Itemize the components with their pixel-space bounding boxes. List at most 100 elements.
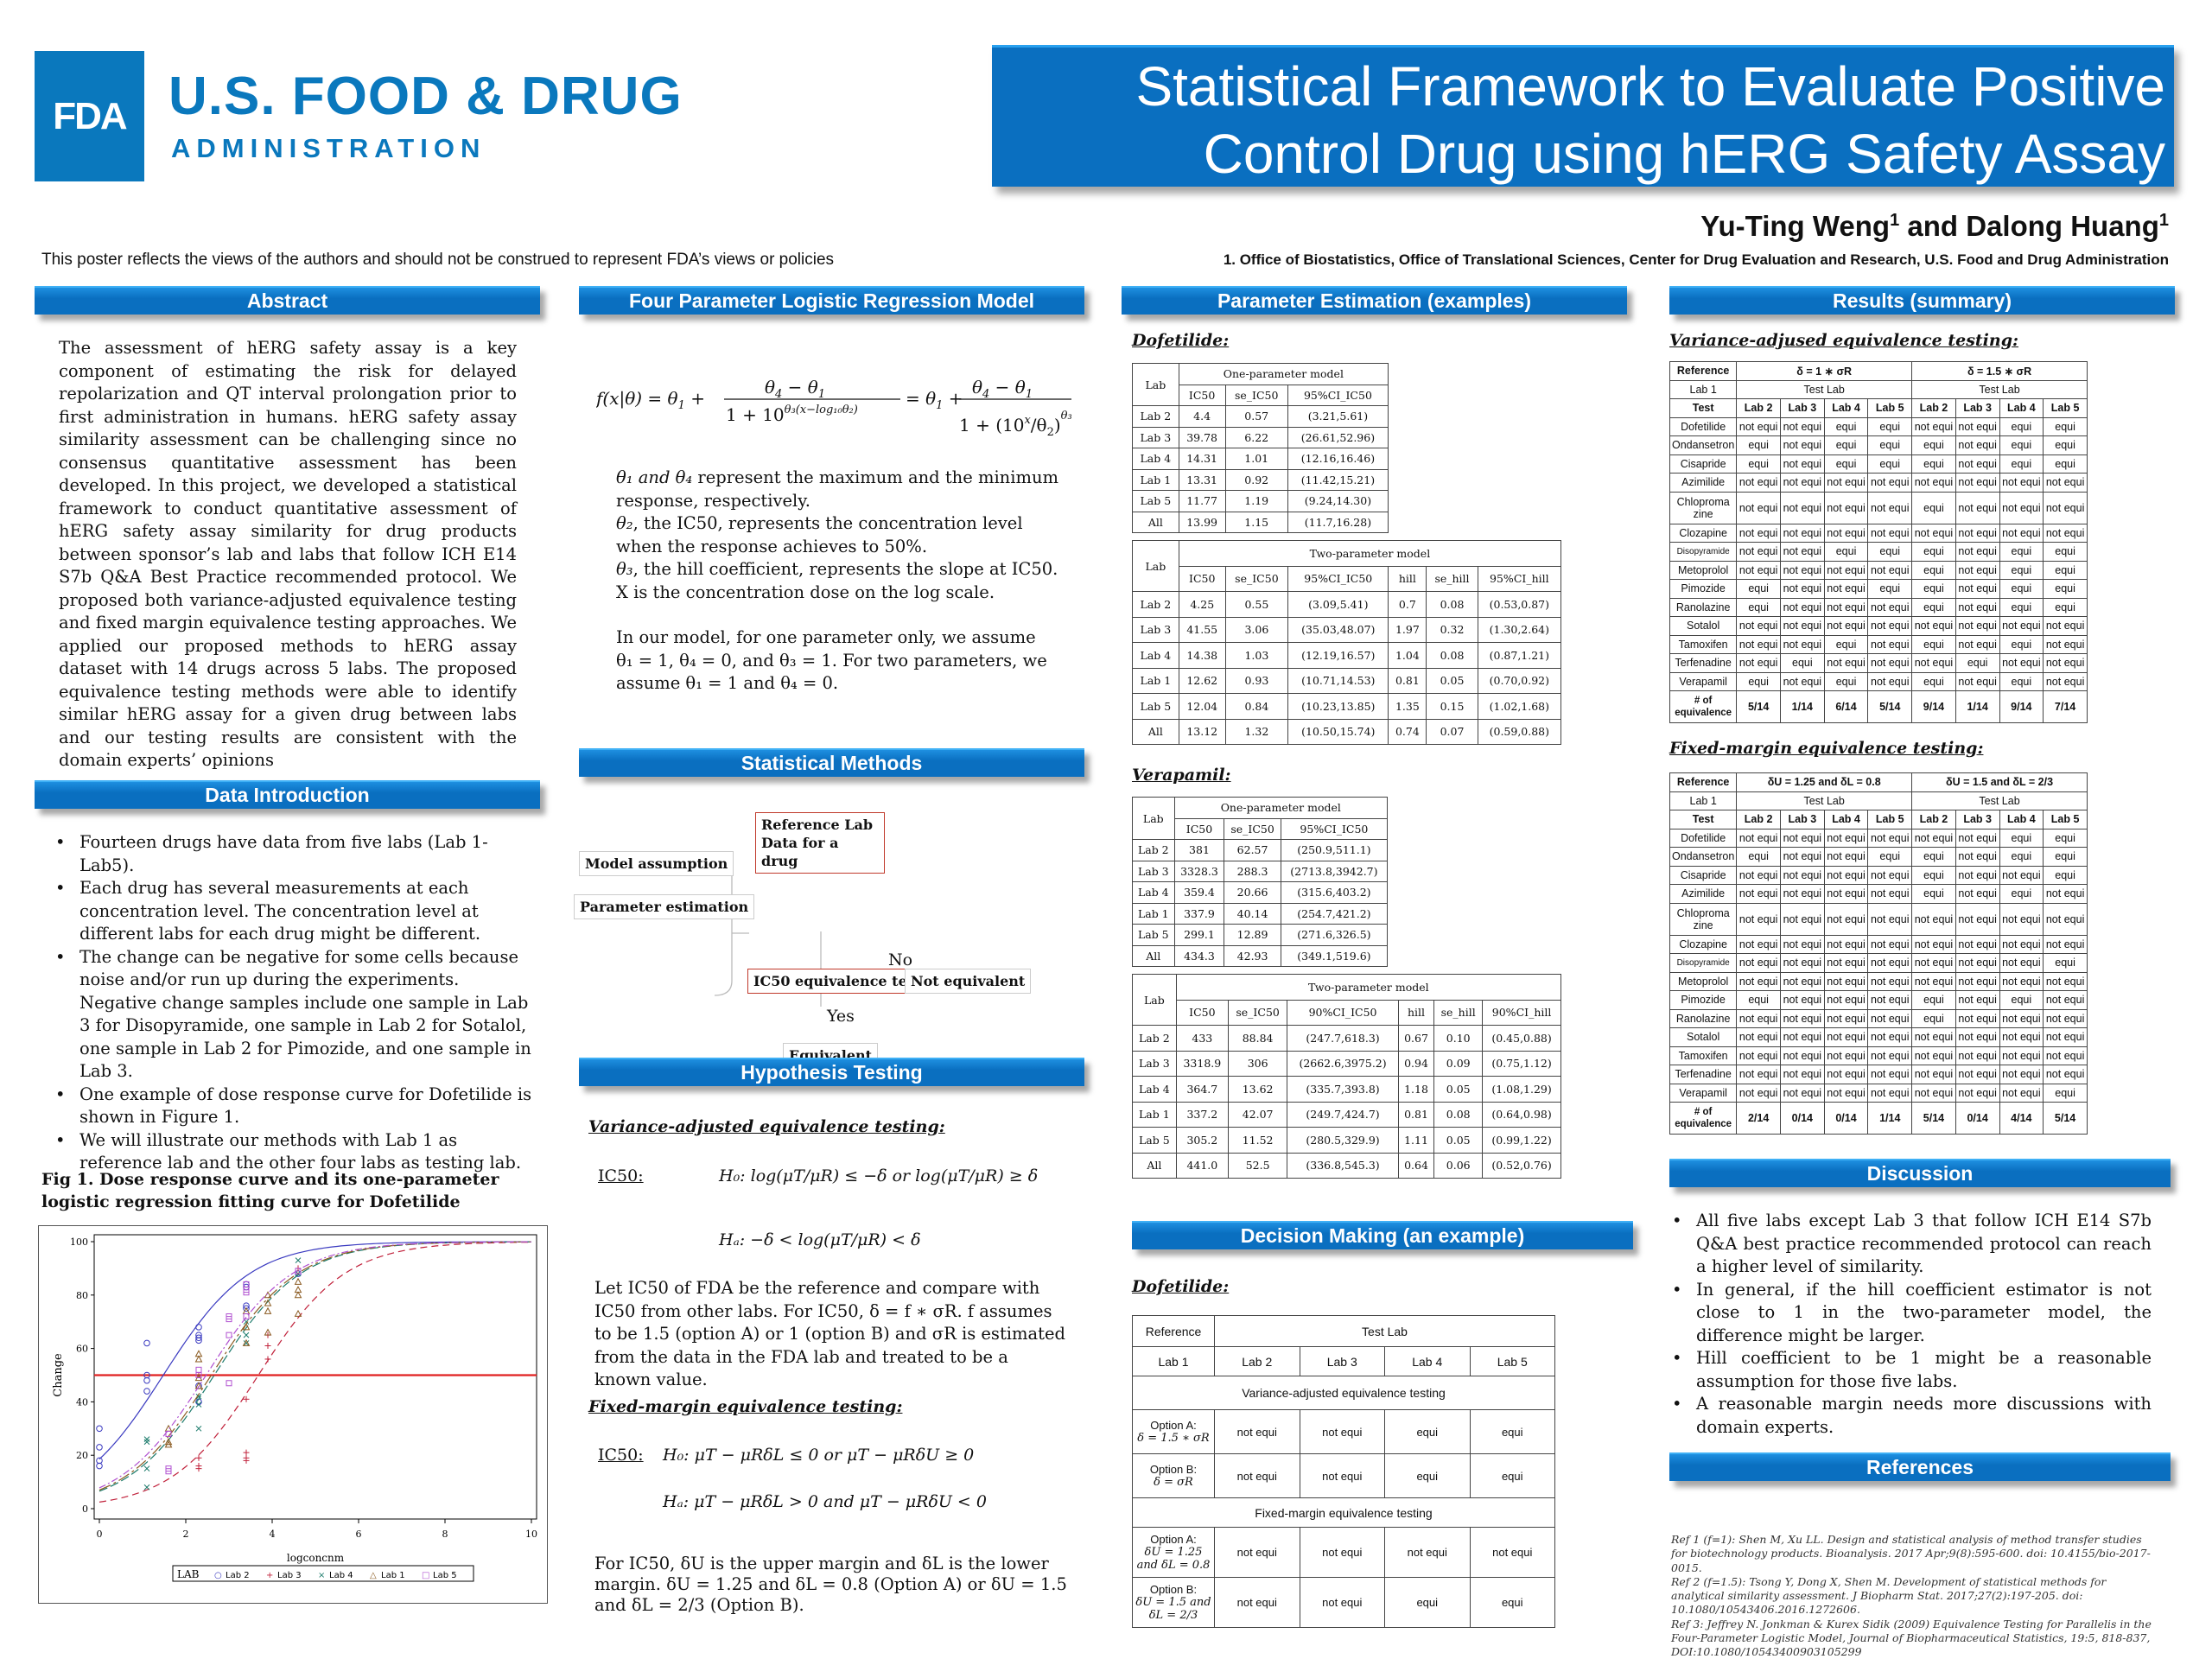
table-row: Lab 1 337.9 40.14 (254.7,421.2) bbox=[1132, 902, 1389, 925]
table-cell: Lab 3 bbox=[1132, 426, 1179, 448]
table-cell: 0.07 bbox=[1426, 718, 1478, 745]
table-cell: not equi bbox=[1999, 616, 2044, 636]
svg-text:4: 4 bbox=[270, 1529, 276, 1540]
table-row: Option A: δ = 1.5 ∗ σR not equi not equi equ… bbox=[1132, 1409, 1555, 1454]
table-cell: 0.93 bbox=[1224, 667, 1289, 694]
table-cell: Test Lab bbox=[1214, 1315, 1555, 1347]
fm-null-hypothesis: H₀: μT − μRδL ≤ 0 or μT − μRδU ≥ 0 bbox=[663, 1446, 975, 1465]
svg-text:1 + (10x/θ2)θ₃: 1 + (10x/θ2)θ₃ bbox=[959, 410, 1072, 439]
table-cell: not equi bbox=[1823, 1065, 1869, 1084]
decision-table: Reference Test Lab Lab 1 Lab 2 Lab 3 Lab 4 Lab… bbox=[1132, 1315, 1555, 1628]
data-intro-list: Fourteen drugs have data from five labs … bbox=[55, 831, 539, 1175]
table-cell: Ondansetron bbox=[1669, 847, 1738, 867]
table-cell: not equi bbox=[1867, 902, 1913, 936]
discussion-list: All five labs except Lab 3 that follow I… bbox=[1672, 1210, 2152, 1439]
table-cell: 0.94 bbox=[1397, 1050, 1435, 1077]
list-item: The change can be negative for some cell… bbox=[55, 946, 539, 1084]
table-cell: equi bbox=[1999, 560, 2044, 580]
table-cell: 13.99 bbox=[1178, 511, 1226, 533]
svg-text:0: 0 bbox=[97, 1529, 103, 1540]
table-row: Lab 5 299.1 12.89 (271.6,326.5) bbox=[1132, 924, 1389, 946]
table-cell: not equi bbox=[1955, 491, 2000, 524]
section-header-decision-making: Decision Making (an example) bbox=[1132, 1221, 1633, 1249]
table-cell: 1/14 bbox=[1867, 1102, 1913, 1135]
table-cell: 0/14 bbox=[1955, 1102, 2000, 1135]
table-cell: not equi bbox=[1955, 934, 2000, 954]
table-cell: 0.15 bbox=[1426, 693, 1478, 720]
table-cell: Dofetilide bbox=[1669, 828, 1738, 848]
fda-logo-mark: FDA bbox=[35, 51, 144, 181]
table-cell: Reference bbox=[1669, 361, 1738, 381]
table-cell: equi bbox=[1867, 847, 1913, 867]
table-cell: 90%CI_IC50 bbox=[1287, 999, 1399, 1026]
table-cell: not equi bbox=[1955, 1046, 2000, 1065]
no-label: No bbox=[888, 950, 913, 969]
table-cell: (315.6,403.2) bbox=[1280, 881, 1389, 904]
reference-lab-data-box: Reference Lab Data for a drug bbox=[755, 812, 885, 874]
table-cell: Lab 1 bbox=[1669, 791, 1738, 810]
table-cell: 0/14 bbox=[1823, 1102, 1869, 1135]
table-cell: (35.03,48.07) bbox=[1287, 616, 1389, 643]
reference-item: Ref 3: Jeffrey N. Jonkman & Kurex Sidik … bbox=[1671, 1617, 2152, 1659]
svg-text:8: 8 bbox=[442, 1529, 448, 1540]
svg-text:20: 20 bbox=[76, 1450, 88, 1461]
table-cell: equi bbox=[1911, 865, 1956, 885]
table-cell: 0/14 bbox=[1779, 1102, 1825, 1135]
table-row: Pimozide equi not equi not equi equi equi not … bbox=[1669, 579, 2088, 599]
table-cell: 4/14 bbox=[1999, 1102, 2044, 1135]
table-cell: not equi bbox=[1911, 953, 1956, 973]
table-cell: 0.55 bbox=[1224, 591, 1289, 618]
table-cell: 433 bbox=[1175, 1025, 1229, 1052]
table-row: Lab 2 381 62.57 (250.9,511.1) bbox=[1132, 839, 1389, 861]
va-explanation: Let IC50 of FDA be the reference and com… bbox=[594, 1278, 1065, 1389]
table-cell: (247.7,618.3) bbox=[1287, 1025, 1399, 1052]
table-row: Lab 3 3328.3 288.3 (2713.8,3942.7) bbox=[1132, 860, 1389, 882]
svg-text:6: 6 bbox=[356, 1529, 362, 1540]
table-cell: equi bbox=[1823, 454, 1869, 474]
table-cell: not equi bbox=[1955, 1008, 2000, 1028]
table-cell: 288.3 bbox=[1224, 860, 1281, 882]
svg-text:×: × bbox=[318, 1571, 325, 1580]
table-cell: equi bbox=[1736, 435, 1781, 455]
table-cell: 441.0 bbox=[1175, 1152, 1229, 1179]
table-cell: Lab 2 bbox=[1736, 810, 1781, 830]
option-cell: Option B: δU = 1.5 and δL = 2/3 bbox=[1132, 1577, 1215, 1628]
table-cell: Disopyramide bbox=[1669, 953, 1738, 973]
table-cell: equi bbox=[1999, 634, 2044, 654]
table-row: Terfenadine not equi not equi not equi not e… bbox=[1669, 1065, 2088, 1084]
table-cell: Lab 5 bbox=[1132, 693, 1179, 720]
table-row: Sotalol not equi not equi not equi not equi n… bbox=[1669, 1027, 2088, 1047]
section-header-abstract: Abstract bbox=[35, 286, 540, 315]
table-row: Reference δ = 1 ∗ σR δ = 1.5 ∗ σR bbox=[1669, 361, 2088, 381]
dofetilide-two-param-table: Lab Two-parameter model IC50 se_IC50 95%CI_I… bbox=[1132, 540, 1562, 745]
ic50-label: IC50: bbox=[598, 1446, 644, 1465]
table-cell: equi bbox=[2043, 416, 2088, 436]
table-cell: not equi bbox=[1999, 1083, 2044, 1103]
table-cell: 0.08 bbox=[1426, 591, 1478, 618]
svg-text:θ4 − θ1: θ4 − θ1 bbox=[972, 377, 1033, 401]
table-cell: equi bbox=[1736, 990, 1781, 1010]
table-cell: not equi bbox=[1779, 971, 1825, 991]
table-cell: 5/14 bbox=[1911, 1102, 1956, 1135]
table-cell: 306 bbox=[1227, 1050, 1288, 1077]
table-cell: 3318.9 bbox=[1175, 1050, 1229, 1077]
table-row: Lab 5 12.04 0.84 (10.23,13.85) 1.35 0.15 (1.02… bbox=[1132, 693, 1562, 720]
table-cell: 14.31 bbox=[1178, 448, 1226, 470]
table-cell: not equi bbox=[1823, 597, 1869, 617]
table-cell: not equi bbox=[1736, 1027, 1781, 1047]
table-cell: Ondansetron bbox=[1669, 435, 1738, 455]
option-cell: Option A: δ = 1.5 ∗ σR bbox=[1132, 1409, 1215, 1454]
table-cell: (11.42,15.21) bbox=[1287, 468, 1389, 491]
table-cell: equi bbox=[1999, 416, 2044, 436]
table-cell: (336.8,545.3) bbox=[1287, 1152, 1399, 1179]
table-cell: not equi bbox=[1823, 1083, 1869, 1103]
table-cell: Cisapride bbox=[1669, 865, 1738, 885]
table-row: Lab One-parameter model bbox=[1132, 797, 1389, 840]
table-cell: not equi bbox=[1867, 1046, 1913, 1065]
svg-text:2: 2 bbox=[183, 1529, 189, 1540]
svg-text:80: 80 bbox=[76, 1290, 88, 1301]
table-cell: 0.81 bbox=[1388, 667, 1427, 694]
table-cell: 0.67 bbox=[1397, 1025, 1435, 1052]
table-cell: (0.59,0.88) bbox=[1477, 718, 1562, 745]
